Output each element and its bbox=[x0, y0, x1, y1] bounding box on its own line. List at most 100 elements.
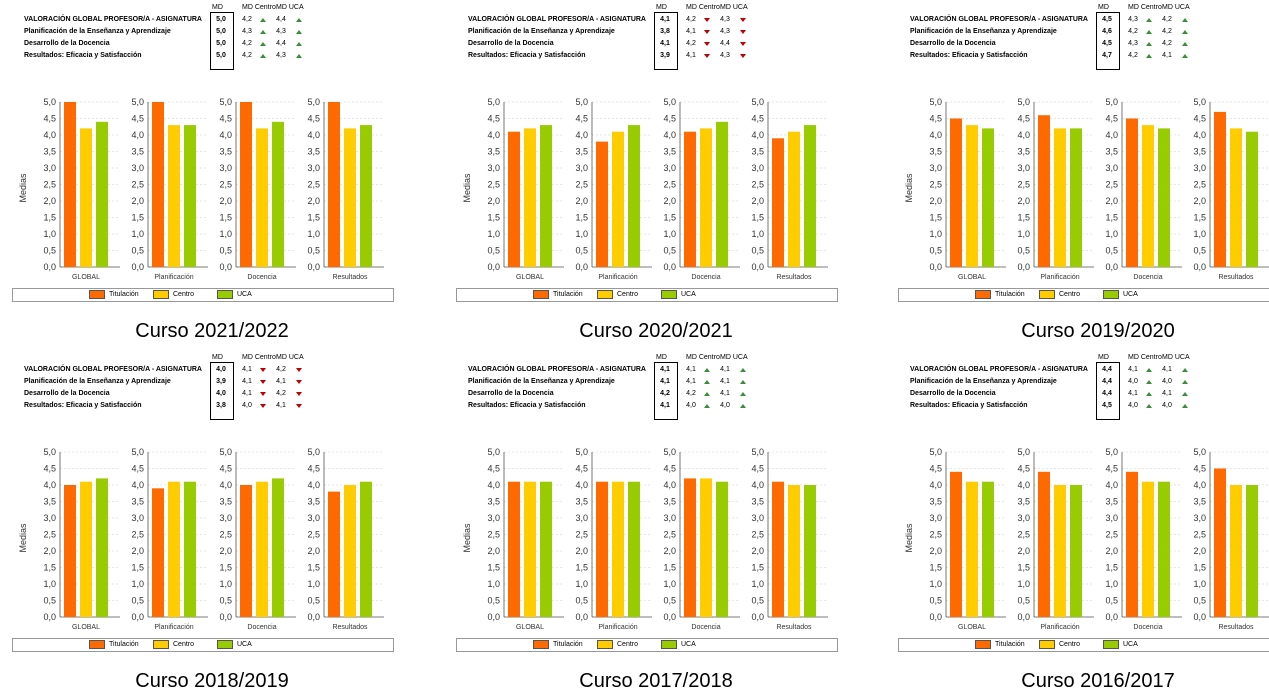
y-tick-label: 0,5 bbox=[1017, 246, 1030, 256]
y-tick-label: 0,0 bbox=[219, 262, 232, 272]
bar-uca bbox=[716, 481, 728, 617]
bar-centro bbox=[1142, 125, 1154, 267]
trend-up-icon bbox=[740, 392, 746, 396]
y-tick-label: 1,0 bbox=[1105, 579, 1118, 589]
y-tick-label: 0,0 bbox=[131, 262, 144, 272]
chart-legend: Titulación Centro UCA bbox=[898, 638, 1269, 652]
trend-up-icon bbox=[704, 404, 710, 408]
bar-titulacion bbox=[508, 481, 520, 617]
row-label: Resultados: Eficacia y Satisfacción bbox=[24, 402, 142, 409]
y-tick-label: 0,5 bbox=[663, 596, 676, 606]
y-tick-label: 3,0 bbox=[663, 513, 676, 523]
trend-up-icon bbox=[260, 42, 266, 46]
y-tick-label: 4,0 bbox=[663, 480, 676, 490]
y-tick-label: 5,0 bbox=[1105, 447, 1118, 457]
y-tick-label: 4,0 bbox=[1105, 130, 1118, 140]
y-tick-label: 4,5 bbox=[307, 464, 320, 474]
bar-uca bbox=[272, 478, 284, 617]
bar-uca bbox=[982, 128, 994, 267]
y-tick-label: 4,5 bbox=[929, 464, 942, 474]
row-label: VALORACIÓN GLOBAL PROFESOR/A - ASIGNATUR… bbox=[468, 366, 646, 373]
y-tick-label: 1,0 bbox=[929, 229, 942, 239]
legend-item: UCA bbox=[661, 290, 696, 299]
bar-uca bbox=[628, 481, 640, 617]
y-tick-label: 1,0 bbox=[43, 229, 56, 239]
y-tick-label: 1,5 bbox=[43, 213, 56, 223]
summary-table: MD MD Centro MD UCA VALORACIÓN GLOBAL PROFE… bbox=[910, 2, 1230, 72]
y-tick-label: 0,5 bbox=[751, 596, 764, 606]
y-tick-label: 3,5 bbox=[1105, 497, 1118, 507]
legend-label: Centro bbox=[617, 291, 639, 298]
bar-uca bbox=[272, 121, 284, 267]
chart-panel: MD MD Centro MD UCA VALORACIÓN GLOBAL PROFE… bbox=[898, 2, 1269, 350]
y-tick-label: 5,0 bbox=[219, 97, 232, 107]
y-tick-label: 0,0 bbox=[131, 612, 144, 622]
y-tick-label: 3,5 bbox=[575, 147, 588, 157]
value-centro: 4,1 bbox=[1128, 390, 1138, 397]
y-tick-label: 1,5 bbox=[663, 213, 676, 223]
value-uca: 4,1 bbox=[1162, 366, 1172, 373]
value-centro: 4,1 bbox=[686, 378, 696, 385]
y-tick-label: 2,5 bbox=[1017, 180, 1030, 190]
bar-centro bbox=[80, 128, 92, 267]
x-category-label: Docencia bbox=[1133, 624, 1162, 631]
value-centro: 4,1 bbox=[242, 378, 252, 385]
legend-item: Titulación bbox=[975, 290, 1025, 299]
y-tick-label: 0,5 bbox=[929, 596, 942, 606]
row-label: Planificación de la Enseñanza y Aprendiz… bbox=[910, 378, 1057, 385]
bar-centro bbox=[1142, 481, 1154, 617]
value-uca: 4,2 bbox=[276, 390, 286, 397]
summary-table: MD MD Centro MD UCA VALORACIÓN GLOBAL PROFE… bbox=[468, 352, 788, 422]
y-tick-label: 1,0 bbox=[219, 579, 232, 589]
legend-label: UCA bbox=[681, 641, 696, 648]
legend-label: Centro bbox=[1059, 291, 1081, 298]
y-tick-label: 3,5 bbox=[131, 497, 144, 507]
y-tick-label: 2,0 bbox=[663, 196, 676, 206]
column-header: MD Centro bbox=[1128, 4, 1162, 11]
y-tick-label: 3,0 bbox=[1105, 513, 1118, 523]
y-tick-label: 0,5 bbox=[307, 246, 320, 256]
bar-chart: Medias 0,0 0,5 1,0 1,5 2,0 2,5 3,0 3,5 4,0 4,5 5,0 G… bbox=[18, 97, 384, 281]
x-category-label: Resultados bbox=[332, 274, 368, 281]
legend-label: UCA bbox=[237, 641, 252, 648]
y-tick-label: 3,5 bbox=[219, 147, 232, 157]
y-tick-label: 2,5 bbox=[307, 530, 320, 540]
y-tick-label: 0,0 bbox=[575, 612, 588, 622]
y-tick-label: 2,0 bbox=[219, 196, 232, 206]
column-header: MD Centro bbox=[242, 4, 276, 11]
value-centro: 4,0 bbox=[686, 402, 696, 409]
chart-legend: Titulación Centro UCA bbox=[898, 288, 1269, 302]
y-tick-label: 5,0 bbox=[1017, 447, 1030, 457]
y-tick-label: 1,5 bbox=[487, 213, 500, 223]
y-tick-label: 4,0 bbox=[929, 130, 942, 140]
bar-centro bbox=[256, 481, 268, 617]
y-tick-label: 1,0 bbox=[307, 579, 320, 589]
column-header: MD bbox=[1098, 4, 1109, 11]
legend-label: UCA bbox=[1123, 291, 1138, 298]
trend-up-icon bbox=[1182, 30, 1188, 34]
y-tick-label: 2,5 bbox=[131, 180, 144, 190]
y-tick-label: 5,0 bbox=[219, 447, 232, 457]
row-label: Planificación de la Enseñanza y Aprendiz… bbox=[24, 28, 171, 35]
trend-down-icon bbox=[704, 42, 710, 46]
value-uca: 4,3 bbox=[720, 16, 730, 23]
y-tick-label: 3,5 bbox=[929, 147, 942, 157]
y-tick-label: 3,5 bbox=[1193, 147, 1206, 157]
x-category-label: GLOBAL bbox=[958, 274, 986, 281]
y-tick-label: 0,5 bbox=[487, 246, 500, 256]
y-tick-label: 5,0 bbox=[1193, 97, 1206, 107]
y-tick-label: 4,0 bbox=[307, 480, 320, 490]
bar-uca bbox=[360, 481, 372, 617]
y-tick-label: 2,5 bbox=[751, 530, 764, 540]
row-label: VALORACIÓN GLOBAL PROFESOR/A - ASIGNATUR… bbox=[24, 16, 202, 23]
y-tick-label: 4,0 bbox=[131, 130, 144, 140]
y-tick-label: 4,5 bbox=[487, 464, 500, 474]
column-header: MD bbox=[656, 354, 667, 361]
value-uca: 4,3 bbox=[276, 52, 286, 59]
y-tick-label: 2,5 bbox=[487, 180, 500, 190]
value-md: 4,6 bbox=[1102, 28, 1112, 35]
course-caption: Curso 2021/2022 bbox=[135, 320, 289, 342]
y-tick-label: 1,5 bbox=[307, 563, 320, 573]
y-tick-label: 3,0 bbox=[575, 163, 588, 173]
y-tick-label: 2,0 bbox=[663, 546, 676, 556]
